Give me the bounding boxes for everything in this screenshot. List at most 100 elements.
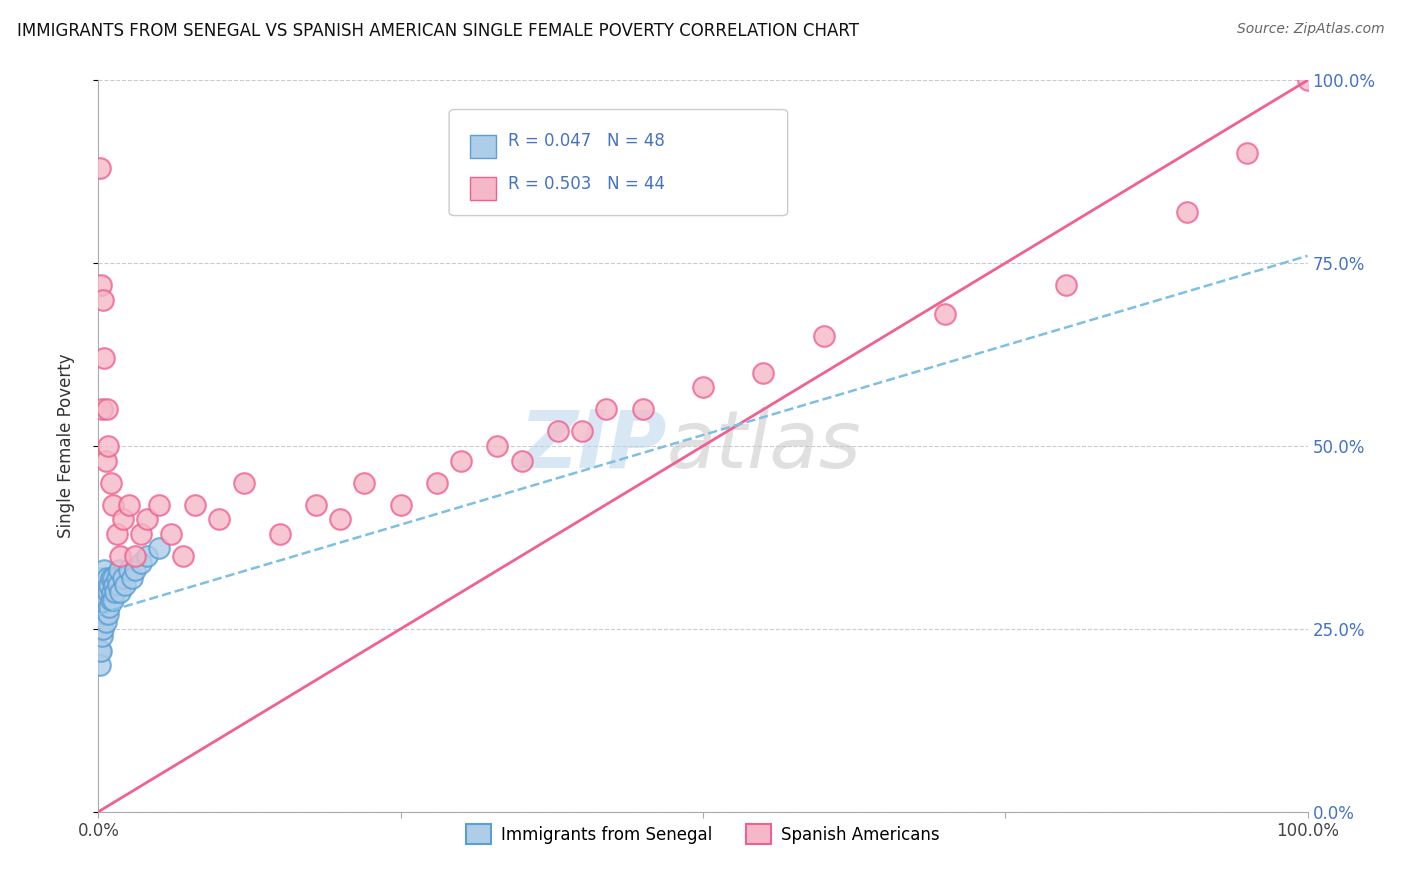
- Point: [89, 585, 111, 599]
- Point: [486, 439, 509, 453]
- Y-axis label: Single Female Poverty: Single Female Poverty: [56, 354, 75, 538]
- Point: [101, 571, 124, 585]
- Point: [108, 585, 131, 599]
- Point: [91, 599, 114, 614]
- Point: [91, 578, 114, 592]
- Point: [90, 607, 112, 622]
- Point: [184, 498, 207, 512]
- Point: [96, 571, 118, 585]
- Point: [934, 307, 956, 321]
- Point: [93, 585, 115, 599]
- Point: [108, 563, 131, 577]
- Point: [389, 498, 412, 512]
- Point: [631, 402, 654, 417]
- Point: [90, 571, 112, 585]
- Point: [105, 526, 128, 541]
- Point: [93, 563, 115, 577]
- Point: [595, 402, 617, 417]
- Point: [90, 278, 112, 293]
- Text: atlas: atlas: [666, 407, 862, 485]
- Point: [93, 351, 115, 366]
- Point: [100, 585, 122, 599]
- Point: [124, 563, 146, 577]
- Text: R = 0.047   N = 48: R = 0.047 N = 48: [509, 132, 665, 150]
- Point: [104, 585, 127, 599]
- Point: [91, 622, 114, 636]
- Point: [90, 644, 112, 658]
- Point: [269, 526, 291, 541]
- Point: [89, 658, 111, 673]
- Point: [91, 293, 114, 307]
- Point: [426, 475, 449, 490]
- Point: [98, 578, 121, 592]
- Point: [232, 475, 254, 490]
- Point: [129, 556, 152, 570]
- Point: [98, 599, 121, 614]
- Text: R = 0.503   N = 44: R = 0.503 N = 44: [509, 176, 665, 194]
- Text: Source: ZipAtlas.com: Source: ZipAtlas.com: [1237, 22, 1385, 37]
- Point: [148, 541, 170, 556]
- Point: [97, 607, 120, 622]
- Point: [305, 498, 328, 512]
- Point: [172, 549, 194, 563]
- Bar: [470, 135, 496, 158]
- Point: [97, 439, 120, 453]
- Point: [108, 549, 131, 563]
- Point: [129, 526, 152, 541]
- Point: [118, 498, 141, 512]
- Point: [571, 425, 593, 439]
- Point: [91, 592, 114, 607]
- Point: [111, 571, 134, 585]
- Text: IMMIGRANTS FROM SENEGAL VS SPANISH AMERICAN SINGLE FEMALE POVERTY CORRELATION CH: IMMIGRANTS FROM SENEGAL VS SPANISH AMERI…: [17, 22, 859, 40]
- Point: [93, 607, 115, 622]
- Point: [1175, 205, 1198, 219]
- Point: [752, 366, 775, 380]
- Text: ZIP: ZIP: [519, 407, 666, 485]
- Point: [97, 585, 120, 599]
- Bar: [470, 177, 496, 200]
- Point: [692, 380, 714, 394]
- Point: [100, 475, 122, 490]
- Point: [160, 526, 183, 541]
- Point: [107, 578, 129, 592]
- Point: [100, 571, 122, 585]
- Point: [90, 592, 112, 607]
- Point: [94, 615, 117, 629]
- Point: [89, 161, 111, 175]
- Point: [101, 498, 124, 512]
- Point: [1236, 146, 1258, 161]
- Point: [91, 615, 114, 629]
- Point: [329, 512, 352, 526]
- Point: [96, 592, 118, 607]
- Point: [450, 453, 472, 467]
- Point: [813, 329, 835, 343]
- Point: [94, 578, 117, 592]
- Point: [101, 592, 124, 607]
- Point: [94, 599, 117, 614]
- Point: [353, 475, 375, 490]
- Point: [111, 512, 134, 526]
- Point: [148, 498, 170, 512]
- Point: [1296, 73, 1319, 87]
- Point: [135, 549, 157, 563]
- Point: [94, 453, 117, 467]
- Point: [89, 622, 111, 636]
- Point: [510, 453, 533, 467]
- Point: [100, 592, 122, 607]
- Point: [105, 571, 128, 585]
- Point: [103, 578, 125, 592]
- Point: [91, 402, 114, 417]
- Point: [118, 563, 141, 577]
- Point: [135, 512, 157, 526]
- FancyBboxPatch shape: [449, 110, 787, 216]
- Point: [124, 549, 146, 563]
- Point: [96, 402, 118, 417]
- Point: [114, 578, 136, 592]
- Point: [547, 425, 569, 439]
- Point: [89, 607, 111, 622]
- Point: [91, 585, 114, 599]
- Point: [121, 571, 143, 585]
- Point: [208, 512, 231, 526]
- Point: [91, 629, 114, 643]
- Point: [90, 622, 112, 636]
